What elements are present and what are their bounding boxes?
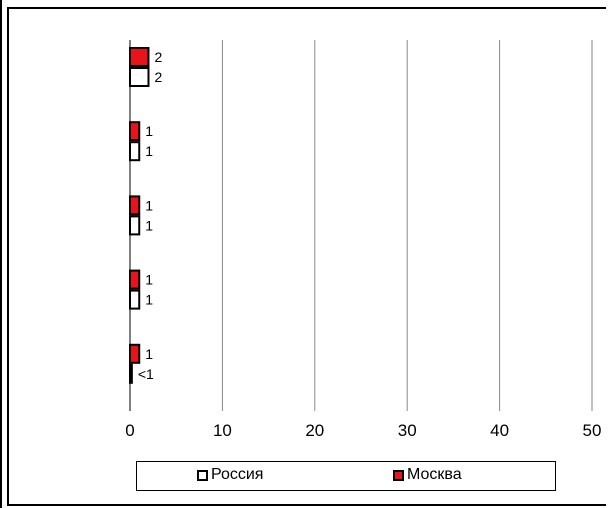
bar-value-label: 1 xyxy=(145,143,153,159)
bars xyxy=(129,47,150,384)
legend-label-moscow: Москва xyxy=(407,466,462,483)
bar xyxy=(129,47,150,67)
legend-item-russia: Россия xyxy=(197,466,263,484)
bar-value-label: 1 xyxy=(145,292,153,308)
x-tick-label: 40 xyxy=(490,421,509,440)
bar xyxy=(129,195,141,216)
x-tick-label: 10 xyxy=(213,421,232,440)
bar-value-label: 1 xyxy=(145,197,153,213)
bar-value-label: 2 xyxy=(154,49,162,65)
bar-value-label: 1 xyxy=(145,272,153,288)
data-labels: 2 2 1 1 1 1 1 1 1 <1 xyxy=(138,49,163,382)
grid-lines xyxy=(221,40,593,411)
legend: Россия Москва xyxy=(136,461,556,491)
legend-label-russia: Россия xyxy=(211,466,264,483)
bar xyxy=(129,121,141,142)
x-tick-label: 0 xyxy=(125,421,134,440)
bar xyxy=(129,269,141,290)
bar-value-label: 1 xyxy=(145,217,153,233)
bar xyxy=(129,289,141,310)
x-tick-label: 30 xyxy=(398,421,417,440)
legend-swatch-moscow xyxy=(393,469,404,481)
legend-swatch-russia xyxy=(197,469,208,481)
left-border xyxy=(0,0,2,508)
legend-item-moscow: Москва xyxy=(393,466,462,484)
x-axis: 0 10 20 30 40 50 xyxy=(125,40,601,440)
bar-value-label: 2 xyxy=(154,69,162,85)
x-tick-label: 50 xyxy=(583,421,602,440)
bar-value-label: <1 xyxy=(138,366,154,382)
bar xyxy=(129,141,141,162)
x-tick-label: 20 xyxy=(305,421,324,440)
bar xyxy=(129,343,141,364)
bar xyxy=(129,215,141,236)
bar-value-label: 1 xyxy=(145,123,153,139)
chart-frame xyxy=(7,7,606,506)
bar-value-label: 1 xyxy=(145,346,153,362)
bar xyxy=(129,67,150,87)
